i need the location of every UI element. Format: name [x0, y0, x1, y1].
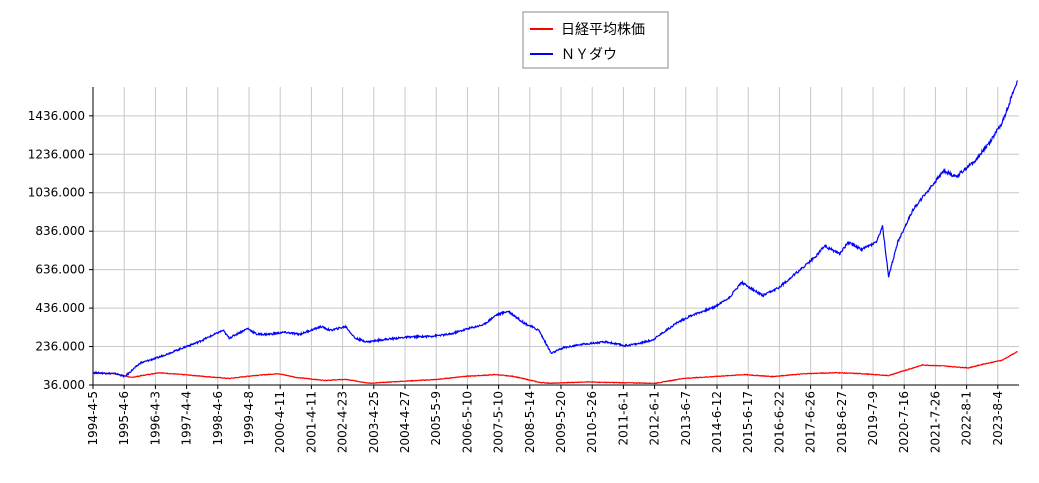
y-tick-labels: 36.000 236.000 436.000 636.000 836.000 1036.0… — [28, 109, 85, 392]
x-tick-label: 1994-4-5 — [86, 391, 100, 445]
x-tick-label: 2008-5-14 — [523, 391, 537, 453]
x-tick-label: 2004-4-27 — [398, 391, 412, 453]
x-tick-label: 1998-4-6 — [211, 391, 225, 445]
y-tick-label: 1436.000 — [28, 109, 85, 123]
y-tick-label: 1036.000 — [28, 186, 85, 200]
series-layer — [92, 80, 1019, 385]
x-tick-label: 2023-8-4 — [991, 391, 1005, 445]
x-tick-label: 2013-6-7 — [679, 391, 693, 445]
x-tick-label: 2016-6-22 — [772, 391, 786, 453]
y-tick-label: 236.000 — [35, 340, 85, 354]
x-tick-label: 2010-5-26 — [585, 391, 599, 453]
x-tick-label: 2009-5-20 — [554, 391, 568, 453]
series-line-nikkei — [93, 350, 1018, 385]
y-tick-label: 836.000 — [35, 224, 85, 238]
y-tick-label: 636.000 — [35, 263, 85, 277]
legend-label-nydow: ＮＹダウ — [561, 47, 617, 63]
y-tick-label: 436.000 — [35, 301, 85, 315]
axes — [89, 87, 1019, 389]
x-tick-label: 2019-7-9 — [866, 391, 880, 445]
x-tick-label: 2005-5-9 — [429, 391, 443, 445]
x-tick-label: 2014-6-12 — [710, 391, 724, 453]
x-tick-labels: 1994-4-5 1995-4-6 1996-4-3 1997-4-4 1998-4-6… — [86, 391, 1005, 453]
x-tick-label: 1995-4-6 — [117, 391, 131, 445]
y-tick-label: 1236.000 — [28, 147, 85, 161]
x-tick-label: 2006-5-10 — [460, 391, 474, 453]
x-tick-label: 2017-6-26 — [804, 391, 818, 453]
y-tick-label: 36.000 — [43, 378, 85, 392]
series-line-nydow — [92, 80, 1019, 378]
x-tick-label: 2020-7-16 — [897, 391, 911, 453]
x-tick-label: 2001-4-11 — [304, 391, 318, 453]
legend-box — [522, 11, 669, 69]
x-tick-label: 2015-6-17 — [741, 391, 755, 453]
x-tick-label: 1996-4-3 — [148, 391, 162, 445]
x-tick-label: 2021-7-26 — [928, 391, 942, 453]
x-tick-label: 2003-4-25 — [367, 391, 381, 453]
x-tick-label: 2000-4-11 — [273, 391, 287, 453]
x-tick-label: 2018-6-27 — [835, 391, 849, 453]
x-tick-label: 1999-4-8 — [242, 391, 256, 445]
x-tick-label: 2002-4-23 — [336, 391, 350, 453]
x-tick-label: 2012-6-1 — [648, 391, 662, 445]
legend: 日経平均株価 ＮＹダウ — [522, 11, 669, 69]
grid — [93, 87, 1019, 385]
x-tick-label: 2022-8-1 — [960, 391, 974, 445]
x-tick-label: 1997-4-4 — [180, 391, 194, 445]
legend-label-nikkei: 日経平均株価 — [561, 22, 645, 38]
x-tick-label: 2007-5-10 — [492, 391, 506, 453]
x-tick-label: 2011-6-1 — [616, 391, 630, 445]
